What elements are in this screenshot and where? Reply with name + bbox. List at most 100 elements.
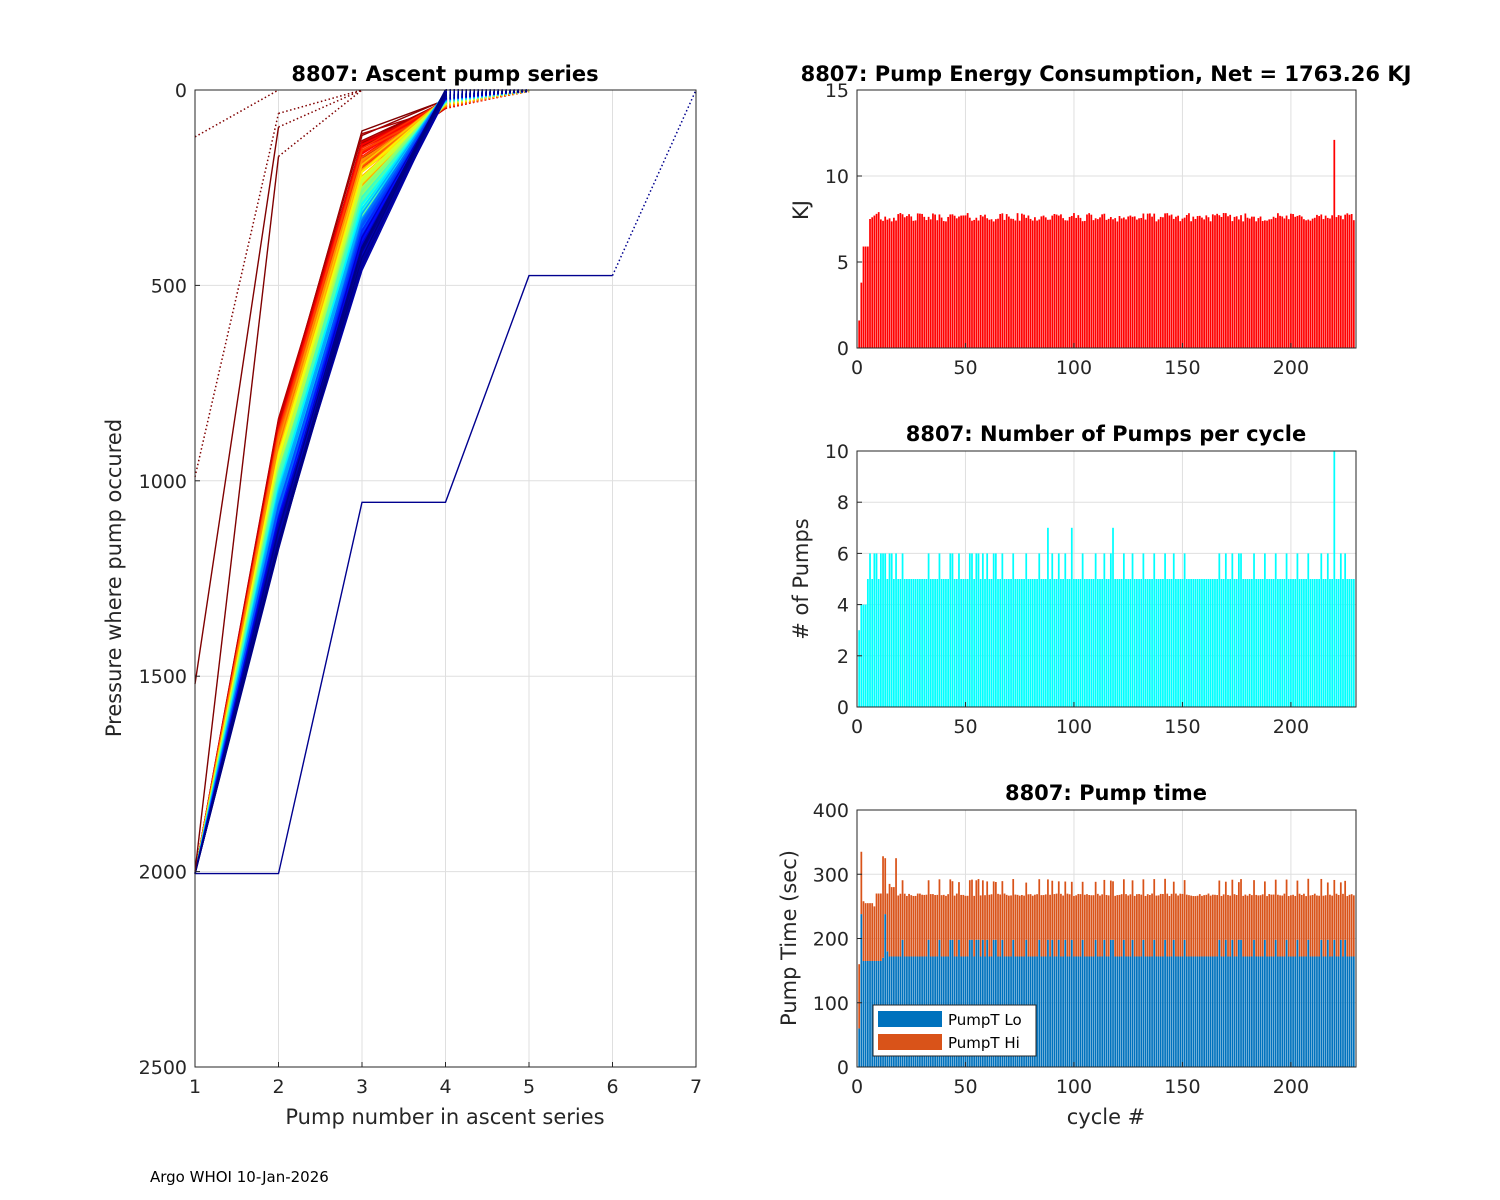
pumptime-hi-bar bbox=[1066, 893, 1069, 957]
energy-bar bbox=[910, 216, 913, 348]
pumptime-hi-bar bbox=[1029, 894, 1032, 957]
pumptime-lo-bar bbox=[1307, 939, 1310, 1067]
npumps-bar bbox=[1224, 553, 1227, 707]
npumps-bar bbox=[1283, 579, 1286, 707]
pumptime-hi-bar bbox=[1333, 879, 1336, 940]
ascent-early-profile-tail bbox=[278, 89, 363, 157]
pumptime-hi-bar bbox=[929, 894, 932, 957]
npumps-bar bbox=[888, 553, 891, 707]
pumptime-lo-bar bbox=[1294, 956, 1297, 1067]
energy-bar bbox=[1253, 216, 1255, 348]
npumps-bar bbox=[1272, 579, 1275, 707]
pumptime-lo-bar bbox=[1216, 956, 1219, 1067]
energy-bar bbox=[953, 215, 956, 348]
npumps-bar bbox=[1179, 579, 1182, 707]
pumptime-hi-bar bbox=[1309, 895, 1312, 957]
npumps-bar bbox=[1146, 579, 1149, 707]
npumps-bars bbox=[858, 451, 1355, 707]
pumptime-hi-bar bbox=[1201, 895, 1203, 957]
npumps-bar bbox=[1185, 579, 1188, 707]
npumps-bar bbox=[973, 579, 976, 707]
pumptime-hi-bar bbox=[1040, 895, 1043, 957]
energy-bar bbox=[1352, 220, 1355, 348]
pumptime-lo-bar bbox=[866, 960, 869, 1067]
npumps-bar bbox=[1250, 579, 1253, 707]
pumptime-hi-bar bbox=[873, 906, 876, 961]
pumptime-hi-bar bbox=[932, 894, 934, 957]
npumps-bar bbox=[1279, 579, 1281, 707]
npumps-bar bbox=[999, 579, 1002, 707]
pumptime-hi-bar bbox=[1248, 893, 1251, 957]
npumps-y-tick-label: 0 bbox=[837, 697, 849, 719]
pumptime-hi-bar bbox=[1194, 896, 1197, 957]
energy-bar bbox=[1290, 213, 1292, 348]
ascent-pump-series-chart: 1 2 3 4 5 6 7 0 500 1000 1500 2000 2500 8807: Ascent… bbox=[102, 62, 702, 1129]
npumps-bar bbox=[1142, 553, 1145, 707]
npumps-bar bbox=[1198, 579, 1201, 707]
npumps-y-axis-label: # of Pumps bbox=[789, 518, 813, 640]
pumptime-lo-bar bbox=[1242, 956, 1245, 1067]
pumptime-lo-bar bbox=[1333, 939, 1336, 1067]
pumptime-hi-bar bbox=[1224, 881, 1227, 940]
pumptime-hi-bar bbox=[1292, 894, 1294, 957]
energy-bar bbox=[1125, 219, 1127, 348]
npumps-bar bbox=[1008, 579, 1010, 707]
pumptime-hi-bar bbox=[1177, 895, 1179, 957]
ascent-x-tick-label: 6 bbox=[606, 1076, 618, 1098]
pumptime-hi-bar bbox=[1268, 894, 1271, 957]
energy-bar bbox=[1142, 213, 1145, 348]
energy-bar bbox=[860, 282, 863, 348]
pumptime-hi-bar bbox=[1001, 881, 1004, 940]
pumptime-hi-bar bbox=[862, 901, 865, 961]
energy-bar bbox=[884, 216, 887, 348]
npumps-bar bbox=[1129, 579, 1132, 707]
npumps-bar bbox=[1105, 579, 1108, 707]
pumptime-hi-bar bbox=[1250, 895, 1253, 957]
energy-bar bbox=[1313, 217, 1316, 348]
pumptime-hi-bar bbox=[977, 879, 980, 940]
pumptime-lo-bar bbox=[986, 939, 989, 1067]
npumps-bar bbox=[1326, 553, 1329, 707]
pumptime-hi-bar bbox=[1122, 879, 1125, 940]
pumptime-hi-bar bbox=[882, 856, 884, 958]
pumptime-hi-bar bbox=[875, 893, 878, 961]
pumptime-hi-bar bbox=[1021, 894, 1023, 957]
pumptime-hi-bar bbox=[1237, 882, 1240, 940]
pumptime-lo-bar bbox=[1183, 939, 1186, 1067]
pumptime-hi-bar bbox=[1279, 895, 1281, 957]
pumptime-hi-bar bbox=[981, 880, 984, 940]
npumps-bar bbox=[1140, 579, 1143, 707]
pumptime-lo-bar bbox=[1099, 956, 1101, 1067]
pumptime-lo-bar bbox=[1077, 956, 1080, 1067]
pumptime-lo-bar bbox=[1105, 956, 1108, 1067]
energy-bar bbox=[1140, 217, 1143, 348]
energy-bar bbox=[1060, 214, 1062, 348]
pumptime-lo-bar bbox=[1168, 956, 1171, 1067]
energy-bar bbox=[1218, 215, 1221, 348]
pumptime-hi-bar bbox=[1261, 894, 1264, 957]
npumps-bar bbox=[1122, 553, 1125, 707]
pumptime-lo-bar bbox=[1047, 939, 1049, 1067]
npumps-bar bbox=[1311, 579, 1314, 707]
energy-bar bbox=[1159, 216, 1162, 348]
pumptime-hi-bar bbox=[971, 879, 973, 940]
npumps-bar bbox=[899, 579, 902, 707]
energy-bar bbox=[968, 217, 971, 348]
pumptime-lo-bar bbox=[1233, 956, 1236, 1067]
pumptime-tick-labels: 0 50 100 150 200 0 100 200 300 400 bbox=[813, 800, 1309, 1098]
pumptime-lo-bar bbox=[901, 939, 904, 1067]
pumptime-hi-bar bbox=[1229, 895, 1232, 957]
energy-bar bbox=[1107, 218, 1110, 348]
npumps-bar bbox=[1246, 579, 1249, 707]
energy-bar bbox=[1242, 221, 1245, 348]
energy-bar bbox=[962, 215, 965, 348]
pumptime-lo-bar bbox=[1107, 956, 1110, 1067]
pumptime-hi-bar bbox=[936, 894, 939, 957]
energy-y-tick-label: 10 bbox=[825, 166, 849, 188]
pumptime-hi-bar bbox=[880, 893, 882, 961]
energy-bar bbox=[1049, 219, 1051, 348]
npumps-bar bbox=[1016, 579, 1019, 707]
energy-bar bbox=[1261, 220, 1264, 348]
pumptime-hi-bar bbox=[955, 893, 958, 957]
pumptime-hi-bar bbox=[1244, 894, 1247, 957]
